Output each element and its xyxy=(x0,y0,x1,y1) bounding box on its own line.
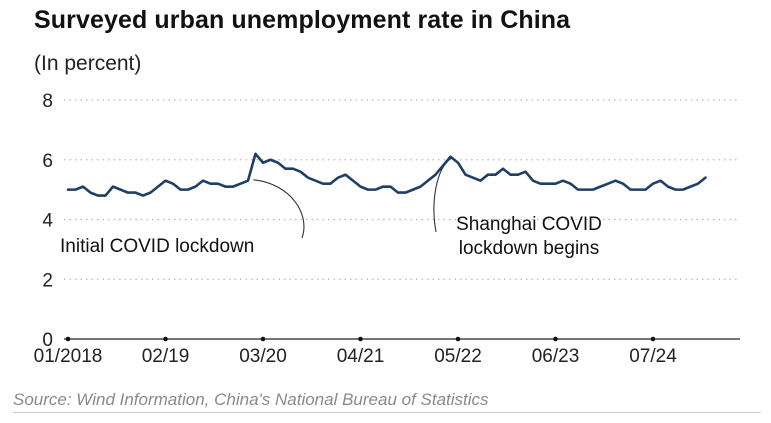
x-tick-label: 07/24 xyxy=(629,346,677,367)
annotation-label-line: lockdown begins xyxy=(459,238,599,259)
series-group xyxy=(66,152,707,197)
x-tick-mark xyxy=(650,336,656,342)
source-divider xyxy=(13,412,761,413)
annotation-leader-line xyxy=(253,179,305,239)
x-tick-mark xyxy=(260,336,266,342)
annotation-labels: Initial COVID lockdown Shanghai COVID lock… xyxy=(60,214,602,259)
x-tick-mark xyxy=(163,336,168,342)
series-line xyxy=(66,152,707,197)
x-tick-label: 06/23 xyxy=(532,346,580,367)
annotation-label-line: Shanghai COVID xyxy=(456,214,602,235)
annotation-leader-line xyxy=(433,158,451,233)
y-tick-label: 8 xyxy=(42,91,53,112)
x-axis: 01/2018 02/19 03/20 04/21 05/22 06/23 07/24 xyxy=(34,336,740,367)
chart-subtitle: (In percent) xyxy=(34,52,142,75)
x-tick-mark xyxy=(553,336,558,342)
annotation-leaders xyxy=(253,158,451,239)
annotation-label: Initial COVID lockdown xyxy=(60,236,254,257)
chart-title: Surveyed urban unemployment rate in Chin… xyxy=(34,6,571,34)
y-tick-label: 6 xyxy=(42,151,53,172)
x-tick-label: 04/21 xyxy=(337,346,385,367)
x-tick-mark xyxy=(358,336,363,342)
source-note: Source: Wind Information, China's Nation… xyxy=(13,390,489,409)
x-tick-label: 05/22 xyxy=(434,346,482,367)
y-tick-label: 0 xyxy=(42,330,53,351)
y-axis-ticks: 0 2 4 6 8 xyxy=(42,91,53,351)
x-tick-label: 02/19 xyxy=(142,346,190,367)
x-tick-label: 03/20 xyxy=(239,346,287,367)
y-tick-label: 2 xyxy=(42,270,53,291)
y-tick-label: 4 xyxy=(42,211,53,232)
x-tick-label: 01/2018 xyxy=(34,346,103,367)
x-tick-mark xyxy=(65,336,71,342)
x-tick-mark xyxy=(455,336,461,342)
line-chart: 0 2 4 6 8 01/2018 02/19 03/20 04/21 05/22 06/23 07… xyxy=(34,91,740,367)
